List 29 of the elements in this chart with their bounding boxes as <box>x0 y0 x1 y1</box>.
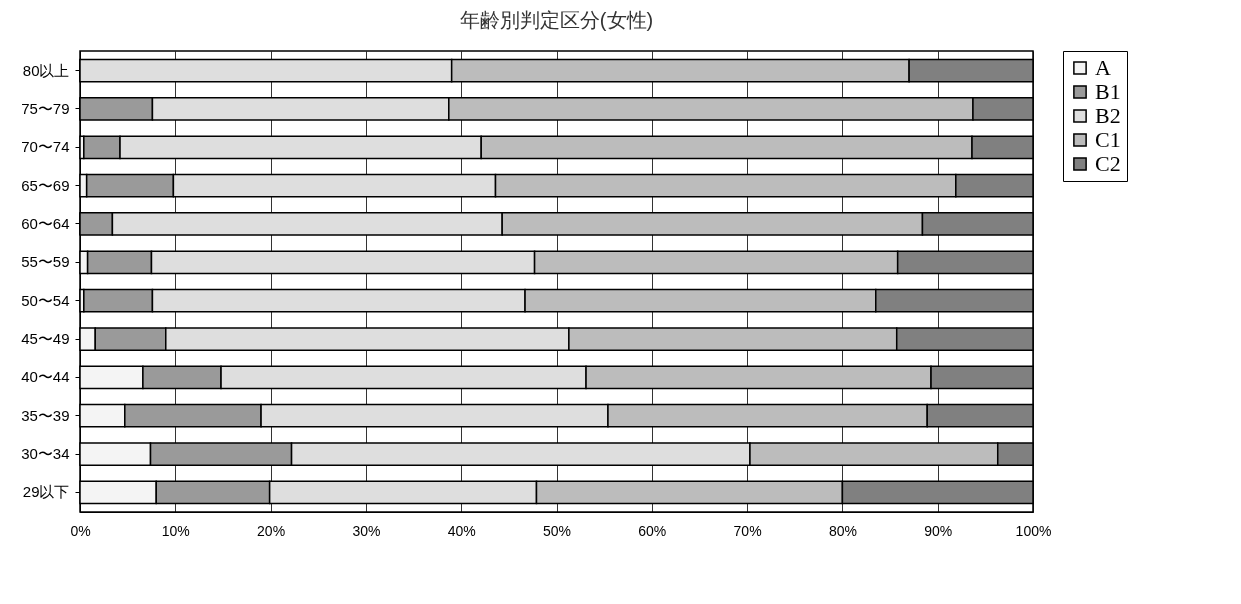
y-tick-label: 29以下 <box>22 483 70 501</box>
legend-label: C1 <box>1095 127 1121 152</box>
y-tick-label: 80以上 <box>22 61 70 79</box>
y-tick-label: 55〜59 <box>21 253 70 271</box>
x-tick-label: 80% <box>828 522 857 539</box>
y-tick-label: 65〜69 <box>21 176 70 194</box>
x-tick-label: 60% <box>638 522 667 539</box>
x-tick-label: 20% <box>257 522 286 539</box>
x-tick-label: 10% <box>161 522 190 539</box>
legend-label: A <box>1095 55 1111 80</box>
y-tick-label: 70〜74 <box>21 138 70 156</box>
y-tick-label: 35〜39 <box>21 406 70 424</box>
y-tick-label: 60〜64 <box>21 214 70 232</box>
legend-label: B2 <box>1095 103 1121 128</box>
y-tick-label: 45〜49 <box>21 330 70 348</box>
y-tick-label: 50〜54 <box>21 291 70 309</box>
y-tick-label: 40〜44 <box>21 368 70 386</box>
x-tick-label: 30% <box>352 522 381 539</box>
y-tick-label: 30〜34 <box>21 445 70 463</box>
x-tick-label: 50% <box>542 522 572 539</box>
x-tick-label: 100% <box>1015 522 1052 539</box>
x-tick-label: 0% <box>70 522 91 539</box>
legend-label: C2 <box>1095 151 1121 176</box>
x-tick-label: 70% <box>733 522 762 539</box>
x-tick-label: 90% <box>924 522 953 539</box>
y-tick-label: 75〜79 <box>21 99 70 117</box>
x-tick-label: 40% <box>447 522 476 539</box>
legend-label: B1 <box>1095 79 1121 104</box>
chart-title: 年齢別判定区分(女性) <box>459 8 654 31</box>
